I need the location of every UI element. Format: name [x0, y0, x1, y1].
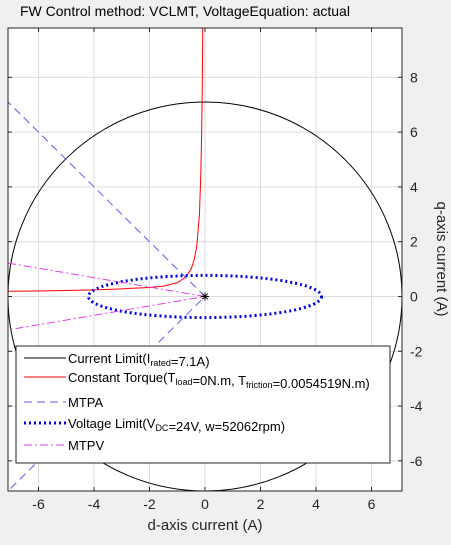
y-tick-label: -4: [410, 398, 423, 414]
legend-label-mtpa: MTPA: [68, 395, 103, 410]
chart-title: FW Control method: VCLMT, VoltageEquatio…: [20, 3, 350, 19]
y-tick-label: 4: [410, 179, 418, 195]
y-tick-label: 0: [410, 288, 418, 304]
voltage-limit-series: [86, 273, 324, 320]
y-axis-label: q-axis current (A): [433, 201, 450, 316]
x-tick-label: -6: [32, 496, 45, 512]
y-tick-label: 2: [410, 234, 418, 250]
y-tick-label: -6: [410, 453, 423, 469]
operating-point-marker: [201, 292, 209, 301]
legend-label-constant-torque: Constant Torque(Tload=0N.m, Tfriction=0.…: [68, 370, 370, 391]
series-layer: [8, 28, 402, 491]
x-tick-label: 2: [257, 496, 265, 512]
x-axis-label: d-axis current (A): [147, 517, 262, 534]
marker-stroke: [201, 293, 209, 300]
y-tick-label: -2: [410, 343, 423, 359]
legend-box: [15, 345, 391, 464]
x-tick-label: -4: [88, 496, 101, 512]
y-tick-label: 8: [410, 69, 418, 85]
legend-label-current-limit: Current Limit(Irated=7.1A): [68, 351, 210, 369]
legend-label-voltage-limit: Voltage Limit(VDC=24V, w=52062rpm): [68, 416, 285, 434]
x-tick-label: 6: [368, 496, 376, 512]
ticks: -6 -4 -2 0 2 4 6 -6 -4 -2 0 2 4 6 8: [8, 28, 423, 512]
x-tick-label: 4: [312, 496, 320, 512]
legend-label-mtpv: MTPV: [68, 438, 104, 453]
x-tick-label: -2: [143, 496, 156, 512]
y-tick-label: 6: [410, 124, 418, 140]
legend: Current Limit(Irated=7.1A)Constant Torqu…: [15, 345, 391, 464]
x-tick-label: 0: [201, 496, 209, 512]
